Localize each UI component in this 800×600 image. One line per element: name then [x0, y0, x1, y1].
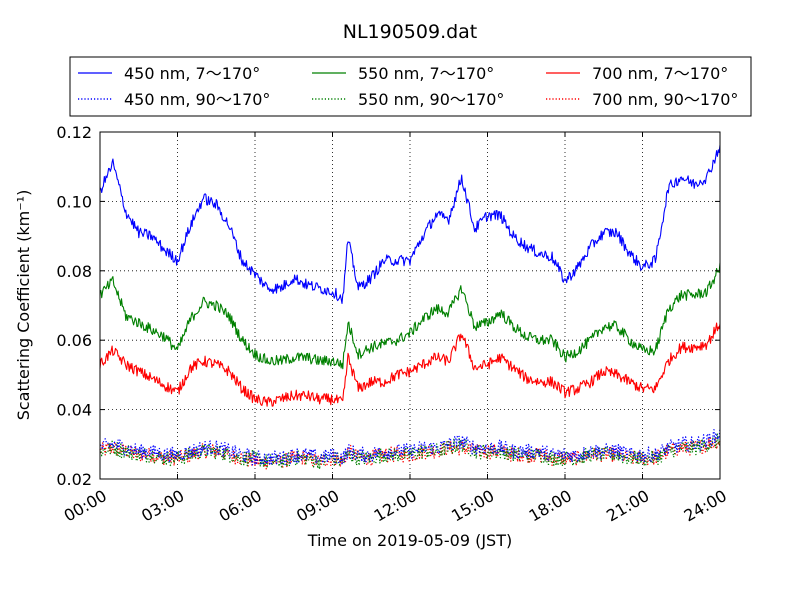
legend-entry: 700 nm, 90～170°: [546, 90, 738, 109]
x-tick-label: 03:00: [138, 486, 187, 526]
x-tick-label: 24:00: [681, 486, 730, 526]
legend-label: 700 nm, 7～170°: [592, 64, 728, 83]
legend-items: 450 nm, 7～170° 550 nm, 7～170° 700 nm, 7～17…: [78, 64, 738, 109]
x-tick-label: 00:00: [61, 486, 110, 526]
y-tick-label: 0.10: [56, 192, 92, 211]
x-tick-label: 18:00: [526, 486, 575, 526]
legend-frame: [69, 56, 752, 117]
legend-entry: 550 nm, 7～170°: [312, 64, 494, 83]
plot-background: [100, 132, 720, 479]
grid: [100, 132, 720, 479]
y-tick-label: 0.04: [56, 401, 92, 420]
series-line-1: [99, 145, 721, 304]
plot-frame: [99, 131, 721, 480]
series-line-3: [99, 262, 721, 370]
chart-title: NL190509.dat: [343, 21, 478, 43]
x-tick-label: 06:00: [216, 486, 265, 526]
legend-entry: 450 nm, 7～170°: [78, 64, 260, 83]
x-tick-label: 21:00: [603, 486, 652, 526]
x-tick-label: 09:00: [293, 486, 342, 526]
legend-label: 700 nm, 90～170°: [592, 90, 738, 109]
x-tick-label: 12:00: [371, 486, 420, 526]
legend-label: 450 nm, 90～170°: [124, 90, 270, 109]
legend-label: 550 nm, 7～170°: [358, 64, 494, 83]
legend: 450 nm, 7～170° 550 nm, 7～170° 700 nm, 7～17…: [69, 56, 752, 117]
y-tick-label: 0.06: [56, 331, 92, 350]
legend-entry: 700 nm, 7～170°: [546, 64, 728, 83]
legend-entry: 450 nm, 90～170°: [78, 90, 270, 109]
x-tick-labels: 00:00 03:00 06:00 09:00 12:00 15:00 18:00 21:00…: [61, 486, 730, 526]
plot-area: [99, 131, 721, 480]
legend-label: 450 nm, 7～170°: [124, 64, 260, 83]
legend-label: 550 nm, 90～170°: [358, 90, 504, 109]
x-tick-label: 15:00: [448, 486, 497, 526]
series-line-4: [99, 433, 721, 470]
y-tick-label: 0.12: [56, 123, 92, 142]
series-line-5: [99, 322, 721, 407]
y-tick-label: 0.02: [56, 470, 92, 489]
y-tick-label: 0.08: [56, 262, 92, 281]
y-tick-labels: 0.02 0.04 0.06 0.08 0.10 0.12: [56, 123, 92, 489]
series-layer: [99, 145, 721, 470]
x-axis-label: Time on 2019-05-09 (JST): [307, 531, 512, 550]
legend-entry: 550 nm, 90～170°: [312, 90, 504, 109]
y-axis-label: Scattering Coefficient (km⁻¹): [14, 190, 33, 421]
